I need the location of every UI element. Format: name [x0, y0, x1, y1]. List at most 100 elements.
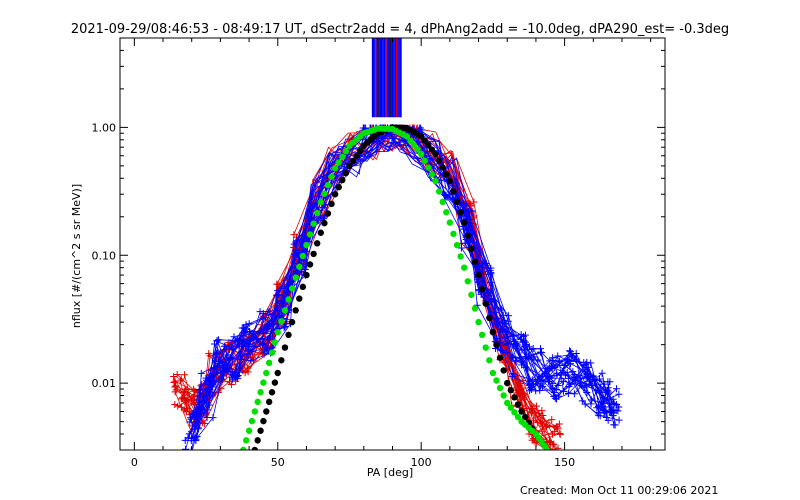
red-series-marker — [470, 198, 478, 206]
green-fit-dot — [317, 198, 324, 206]
black-fit-dot — [335, 183, 342, 191]
x-tick-label: 150 — [554, 456, 575, 469]
red-series-line — [182, 127, 556, 450]
blue-series-marker — [197, 369, 205, 377]
y-axis-label: nflux [#/(cm^2 s sr MeV)] — [70, 184, 83, 328]
blue-series-marker — [569, 368, 577, 376]
blue-series-line — [191, 140, 620, 450]
blue-series-marker — [484, 289, 492, 297]
blue-series-marker — [501, 319, 509, 327]
blue-series-marker — [230, 333, 238, 341]
blue-series-marker — [274, 286, 282, 294]
red-series-marker — [556, 430, 564, 438]
blue-series-line — [195, 127, 615, 422]
blue-series-line — [187, 127, 614, 439]
blue-series-line — [191, 127, 607, 450]
blue-series-marker — [534, 356, 542, 364]
black-fit-dot — [288, 318, 296, 326]
black-fit-dot — [299, 283, 307, 291]
green-fit-dot — [496, 384, 504, 392]
green-fit-dot — [321, 190, 328, 197]
blue-series-marker — [273, 307, 281, 315]
green-fit-dot — [428, 171, 436, 178]
green-fit-dot — [314, 209, 321, 217]
black-fit-dot — [292, 307, 299, 314]
black-fit-dot — [471, 258, 479, 266]
blue-series-marker — [292, 238, 300, 246]
green-fit-dot — [414, 146, 421, 153]
green-fit-dot — [254, 398, 261, 406]
blue-series-marker — [526, 384, 534, 392]
green-fit-dot — [248, 417, 256, 425]
green-fit-dot — [324, 181, 332, 189]
red-series-marker — [554, 444, 562, 450]
black-fit-dot — [457, 209, 464, 216]
black-fit-dot — [257, 427, 264, 434]
blue-series-marker — [601, 399, 609, 407]
black-fit-dot — [306, 261, 314, 268]
blue-series-marker — [536, 386, 544, 394]
black-fit-dot — [421, 137, 428, 144]
blue-series-marker — [208, 391, 216, 399]
blue-series-marker — [567, 352, 575, 360]
red-series-marker — [554, 425, 562, 433]
created-timestamp: Created: Mon Oct 11 00:29:06 2021 — [520, 484, 718, 497]
green-fit-dot — [443, 209, 450, 216]
data-layer — [170, 38, 623, 450]
blue-series-marker — [250, 342, 258, 350]
blue-series-marker — [227, 353, 235, 361]
green-fit-dot — [303, 241, 310, 249]
red-series-line — [184, 127, 560, 433]
green-fit-dot — [281, 307, 289, 314]
blue-series-line — [190, 127, 617, 441]
green-fit-dot — [260, 379, 267, 386]
blue-series-marker — [588, 382, 596, 390]
green-fit-dot — [263, 369, 270, 377]
black-fit-dot — [274, 369, 281, 377]
top-bars — [371, 38, 402, 118]
blue-series-marker — [240, 324, 248, 332]
blue-series-marker — [587, 396, 595, 404]
y-tick-label: 1.00 — [92, 121, 117, 134]
blue-series-marker — [509, 353, 517, 361]
black-fit-dot — [518, 408, 525, 415]
blue-series-marker — [508, 354, 516, 362]
blue-series-marker — [610, 421, 618, 429]
blue-series-marker — [567, 348, 575, 356]
blue-series-line — [184, 127, 610, 441]
y-tick-label: 0.01 — [92, 377, 117, 390]
black-fit-dot — [254, 437, 261, 444]
green-fit-dot — [475, 318, 482, 326]
chart-title: 2021-09-29/08:46:53 - 08:49:17 UT, dSect… — [71, 22, 729, 37]
green-fit-dot — [432, 177, 439, 185]
blue-series-marker — [509, 332, 517, 340]
red-series-marker — [173, 371, 181, 379]
black-fit-dot — [435, 157, 443, 164]
black-fit-dot — [285, 331, 292, 339]
blue-series-marker — [615, 416, 623, 424]
blue-series-marker — [228, 355, 236, 363]
black-fit-dot — [493, 341, 500, 349]
blue-series-marker — [181, 436, 189, 444]
black-fit-dot — [521, 413, 529, 421]
black-fit-dot — [331, 191, 339, 198]
black-fit-dot — [482, 300, 489, 307]
black-fit-dot — [496, 354, 504, 361]
red-series-marker — [170, 373, 178, 381]
green-fit-dot — [342, 148, 350, 155]
blue-series-marker — [548, 380, 556, 388]
red-series-marker — [227, 380, 235, 388]
black-fit-dot — [303, 271, 310, 279]
blue-series-marker — [580, 358, 588, 366]
red-series-marker — [528, 436, 536, 444]
red-series-line — [176, 127, 555, 440]
black-fit-dot — [357, 147, 364, 154]
blue-series-marker — [195, 386, 203, 394]
green-fit-dot — [435, 188, 443, 195]
red-series-marker — [200, 420, 208, 428]
blue-series-marker — [549, 357, 557, 365]
blue-series-marker — [280, 324, 288, 332]
red-series-marker — [205, 350, 213, 358]
red-series-line — [180, 127, 557, 429]
blue-series-marker — [245, 320, 253, 328]
